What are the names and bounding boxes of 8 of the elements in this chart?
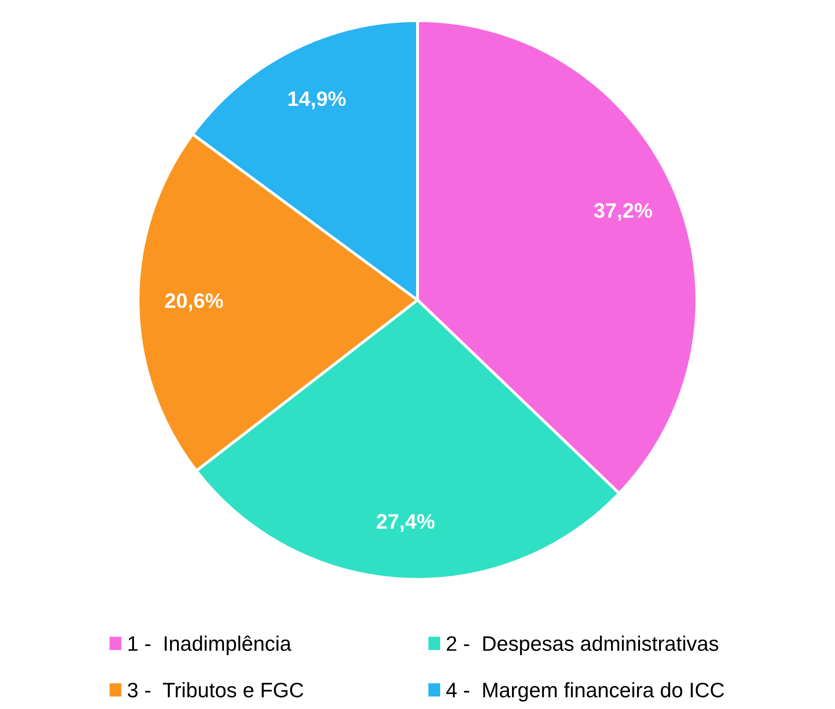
data-label: 27,4% bbox=[376, 514, 435, 532]
legend-label: 1 - Inadimplência bbox=[128, 636, 292, 656]
data-label: 37,2% bbox=[594, 203, 652, 221]
data-label: 20,6% bbox=[165, 293, 223, 312]
legend-label: 2 - Despesas administrativas bbox=[446, 636, 718, 656]
data-label: 14,9% bbox=[288, 91, 346, 110]
legend-label: 3 - Tributos e FGC bbox=[128, 682, 304, 698]
legend-label: 4 - Margem financeira do ICC bbox=[446, 682, 724, 702]
